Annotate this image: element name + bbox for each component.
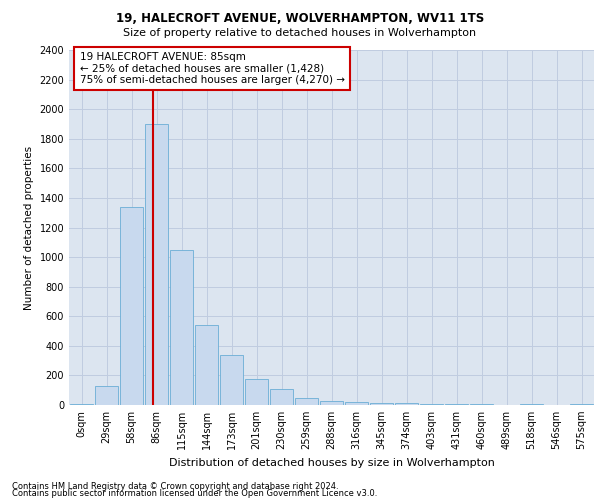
- Bar: [194, 325, 218, 405]
- Bar: [119, 207, 143, 405]
- Bar: [70, 404, 94, 405]
- Text: 19, HALECROFT AVENUE, WOLVERHAMPTON, WV11 1TS: 19, HALECROFT AVENUE, WOLVERHAMPTON, WV1…: [116, 12, 484, 26]
- Bar: [344, 402, 368, 405]
- Text: Contains public sector information licensed under the Open Government Licence v3: Contains public sector information licen…: [12, 489, 377, 498]
- Bar: [520, 404, 544, 405]
- Bar: [569, 404, 593, 405]
- Bar: [395, 403, 418, 405]
- Bar: [370, 403, 394, 405]
- Bar: [220, 354, 244, 405]
- Bar: [170, 250, 193, 405]
- Text: 19 HALECROFT AVENUE: 85sqm
← 25% of detached houses are smaller (1,428)
75% of s: 19 HALECROFT AVENUE: 85sqm ← 25% of deta…: [79, 52, 344, 85]
- Bar: [295, 398, 319, 405]
- Text: Contains HM Land Registry data © Crown copyright and database right 2024.: Contains HM Land Registry data © Crown c…: [12, 482, 338, 491]
- X-axis label: Distribution of detached houses by size in Wolverhampton: Distribution of detached houses by size …: [169, 458, 494, 468]
- Bar: [320, 400, 343, 405]
- Bar: [419, 404, 443, 405]
- Bar: [145, 124, 169, 405]
- Text: Size of property relative to detached houses in Wolverhampton: Size of property relative to detached ho…: [124, 28, 476, 38]
- Bar: [245, 379, 268, 405]
- Y-axis label: Number of detached properties: Number of detached properties: [24, 146, 34, 310]
- Bar: [470, 404, 493, 405]
- Bar: [445, 404, 469, 405]
- Bar: [269, 388, 293, 405]
- Bar: [95, 386, 118, 405]
